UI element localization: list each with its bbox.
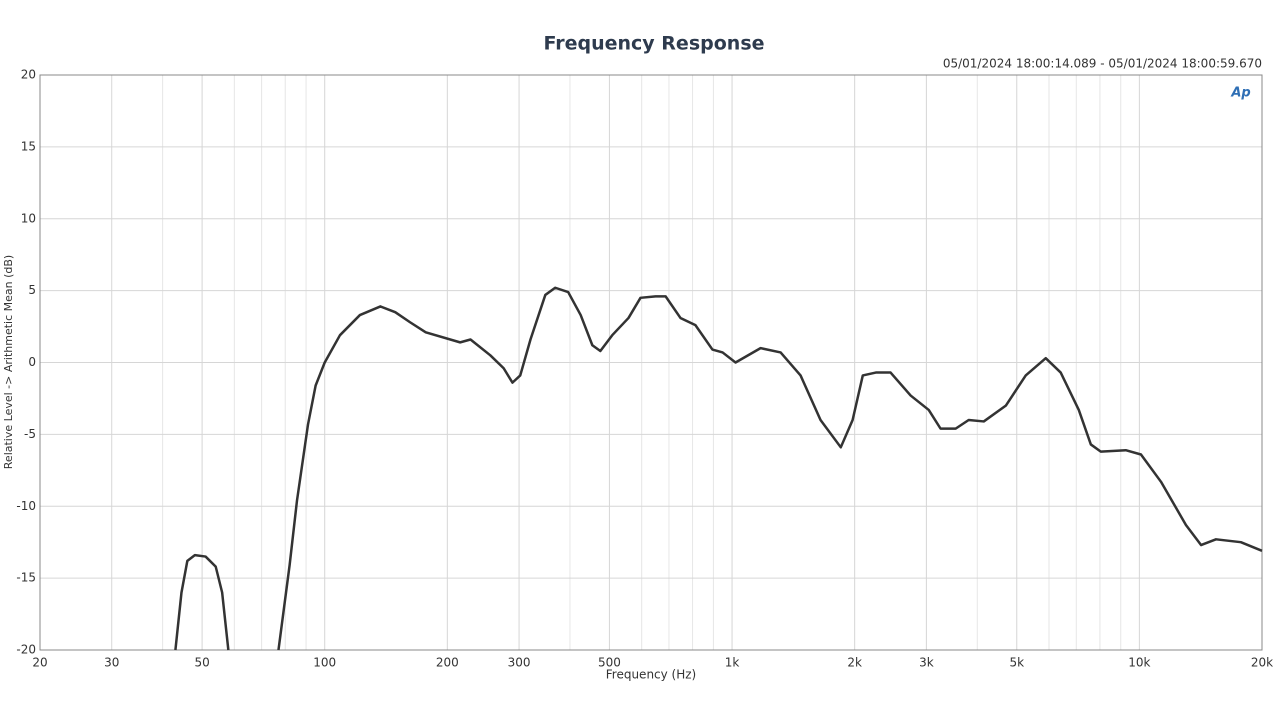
y-tick-label: -10 — [16, 499, 36, 513]
x-tick-label: 100 — [313, 656, 336, 670]
y-tick-label: 15 — [21, 139, 36, 153]
response-curve — [174, 286, 1263, 651]
y-tick-label: -15 — [16, 571, 36, 585]
plot-border — [39, 74, 1263, 651]
y-tick-label: -5 — [24, 427, 36, 441]
x-tick-label: 30 — [104, 656, 119, 670]
logo: Ap — [1230, 86, 1250, 101]
x-tick-label: 1k — [725, 656, 740, 670]
chart-title: Frequency Response — [543, 33, 764, 55]
y-tick-label: 20 — [21, 68, 36, 82]
x-tick-label: 3k — [919, 656, 934, 670]
x-tick-label: 10k — [1128, 656, 1150, 670]
y-tick-label: 10 — [21, 211, 36, 225]
x-tick-label: 20k — [1251, 656, 1273, 670]
x-tick-label: 500 — [598, 656, 621, 670]
y-tick-label: 5 — [28, 283, 36, 297]
x-tick-label: 2k — [847, 656, 862, 670]
x-tick-label: 5k — [1009, 656, 1024, 670]
x-axis-label: Frequency (Hz) — [606, 668, 697, 682]
y-tick-label: -20 — [16, 643, 36, 657]
timestamp: 05/01/2024 18:00:14.089 - 05/01/2024 18:… — [943, 57, 1262, 71]
x-tick-label: 200 — [436, 656, 459, 670]
x-tick-label: 50 — [194, 656, 209, 670]
y-axis-label: Relative Level -> Arithmetic Mean (dB) — [2, 255, 15, 469]
x-tick-label: 300 — [508, 656, 531, 670]
y-tick-label: 0 — [28, 355, 36, 369]
x-tick-label: 20 — [32, 656, 47, 670]
